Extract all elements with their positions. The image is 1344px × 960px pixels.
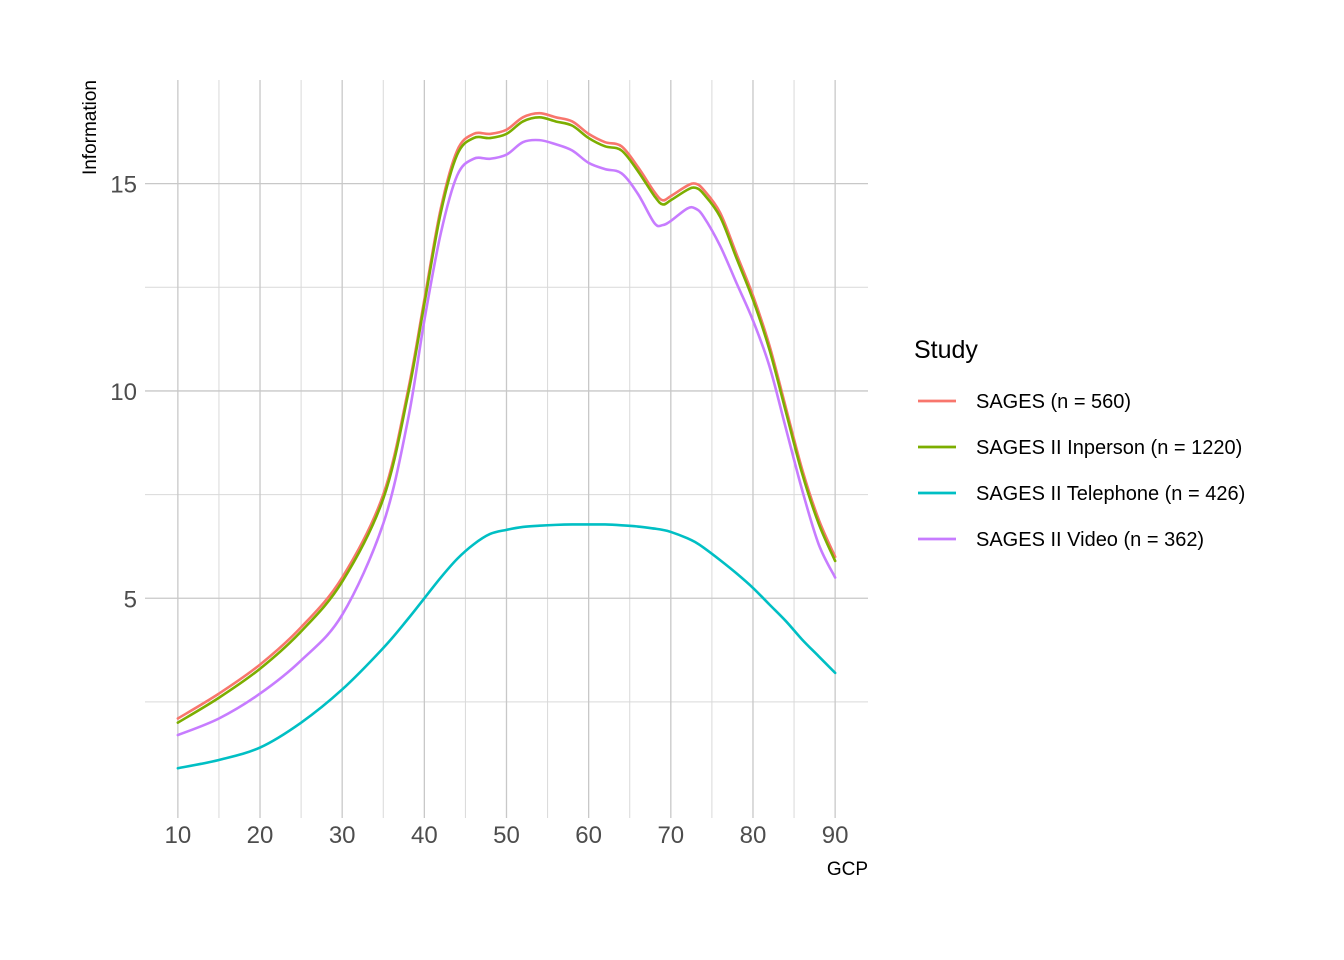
legend-item: SAGES II Inperson (n = 1220): [918, 437, 1242, 459]
series-line-3: [176, 523, 837, 770]
legend-item: SAGES II Telephone (n = 426): [918, 483, 1245, 505]
x-axis-title: GCP: [827, 859, 868, 880]
x-tick-label: 50: [493, 822, 520, 849]
legend-label: SAGES II Telephone (n = 426): [976, 483, 1245, 505]
legend: Study SAGES (n = 560) SAGES II Inperson (…: [914, 336, 1245, 551]
legend-item: SAGES (n = 560): [918, 391, 1131, 413]
y-tick-label: 10: [110, 379, 137, 406]
legend-title: Study: [914, 336, 978, 364]
x-tick-label: 90: [822, 822, 849, 849]
legend-label: SAGES II Video (n = 362): [976, 529, 1204, 551]
legend-item: SAGES II Video (n = 362): [918, 529, 1204, 551]
y-tick-label: 5: [124, 586, 137, 613]
x-tick-label: 20: [247, 822, 274, 849]
x-axis-ticks: 10 20 30 40 50 60 70 80 90: [165, 822, 849, 849]
y-axis-title: Information: [80, 80, 101, 175]
x-tick-label: 30: [329, 822, 356, 849]
x-tick-label: 40: [411, 822, 438, 849]
series-line-4: [176, 138, 837, 737]
x-tick-label: 60: [575, 822, 602, 849]
legend-items: SAGES (n = 560) SAGES II Inperson (n = 12…: [918, 391, 1245, 551]
series-lines: [176, 111, 837, 770]
x-tick-label: 70: [657, 822, 684, 849]
x-tick-label: 80: [740, 822, 767, 849]
y-axis-ticks: 5 10 15: [110, 172, 137, 614]
legend-label: SAGES II Inperson (n = 1220): [976, 437, 1242, 459]
y-tick-label: 15: [110, 172, 137, 199]
x-tick-label: 10: [165, 822, 192, 849]
legend-label: SAGES (n = 560): [976, 391, 1131, 413]
series-line-2: [176, 116, 837, 724]
major-gridlines: [145, 80, 868, 818]
